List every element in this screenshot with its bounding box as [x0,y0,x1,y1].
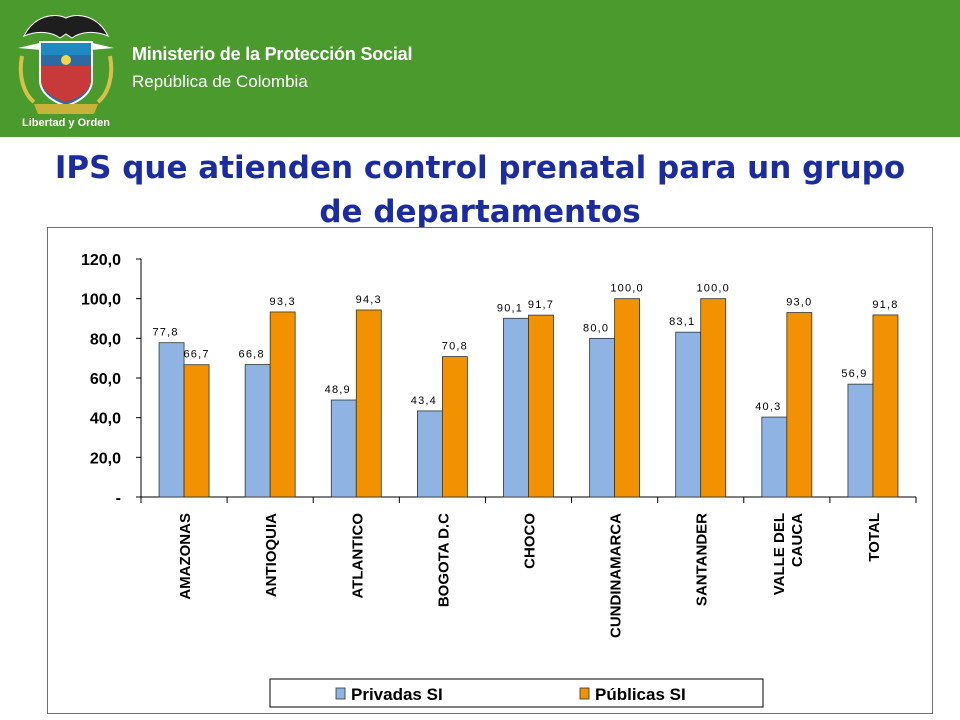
republic-name: República de Colombia [132,72,308,91]
data-label: 66,7 [183,349,209,361]
legend-swatch [579,687,590,700]
bar [847,383,874,498]
data-label: 93,3 [270,296,296,308]
bar [589,337,616,498]
y-tick-label: - [116,490,121,507]
data-label: 77,8 [152,327,178,339]
data-label: 91,7 [528,299,554,311]
bar [330,399,357,498]
bar [441,356,468,498]
x-category-label: TOTAL [866,513,883,562]
y-tick-label: 20,0 [90,450,121,467]
header-banner: Libertad y Orden Ministerio de la Protec… [0,0,960,137]
data-label: 80,0 [583,322,609,334]
data-label: 43,4 [411,395,437,407]
bar [355,309,382,498]
slide-title: IPS que atienden control prenatal para u… [0,146,960,234]
slide-title-line2: de departamentos [319,194,641,230]
bar [158,342,185,498]
bar [503,317,529,498]
ministry-name: Ministerio de la Protección Social [132,44,413,64]
x-category-label: VALLE DEL [771,513,788,595]
bar [183,364,210,498]
bar [786,312,813,498]
x-category-label: BOGOTA D.C [435,513,452,607]
bar [528,314,554,498]
y-tick-label: 100,0 [81,292,121,309]
bar [416,410,443,498]
coat-of-arms-logo: Libertad y Orden [18,14,114,129]
y-tick-label: 40,0 [90,411,121,428]
bar [675,331,702,498]
data-label: 93,0 [786,297,812,309]
y-tick-label: 80,0 [90,331,121,348]
chart-frame: - 20,0 40,0 60,0 80,0 100,0 120,0 77,8 66,7 AMAZO… [47,227,933,714]
logo-motto: Libertad y Orden [22,117,110,129]
bar [872,314,899,498]
bar [269,311,296,498]
x-category-label: SANTANDER [694,513,711,606]
legend-label: Privadas SI [351,685,443,704]
data-label: 100,0 [696,283,730,295]
data-label: 100,0 [610,283,644,295]
x-category-label: ATLANTICO [349,513,366,599]
x-category-label: ANTIOQUIA [263,513,280,597]
bar [244,364,271,498]
data-label: 83,1 [669,316,695,328]
data-label: 40,3 [755,401,781,413]
data-label: 90,1 [497,302,523,314]
data-label: 56,9 [841,368,867,380]
data-label: 66,8 [239,349,265,361]
legend-box [269,678,764,708]
bar [700,298,727,498]
y-tick-label: 120,0 [81,252,121,269]
y-tick-label: 60,0 [90,371,121,388]
data-label: 94,3 [356,294,382,306]
slide-title-line1: IPS que atienden control prenatal para u… [54,150,906,186]
x-category-label: AMAZONAS [177,513,194,600]
x-category-label: CAUCA [789,513,806,567]
legend-swatch [335,687,346,700]
x-category-label: CHOCO [522,513,539,569]
legend-label: Públicas SI [595,685,686,704]
bar [614,298,641,498]
x-category-label: CUNDINAMARCA [608,513,625,638]
data-label: 48,9 [325,384,351,396]
bar [761,416,788,498]
data-label: 70,8 [442,341,468,353]
data-label: 91,8 [872,299,898,311]
bar-chart: - 20,0 40,0 60,0 80,0 100,0 120,0 77,8 66,7 AMAZO… [81,252,917,708]
